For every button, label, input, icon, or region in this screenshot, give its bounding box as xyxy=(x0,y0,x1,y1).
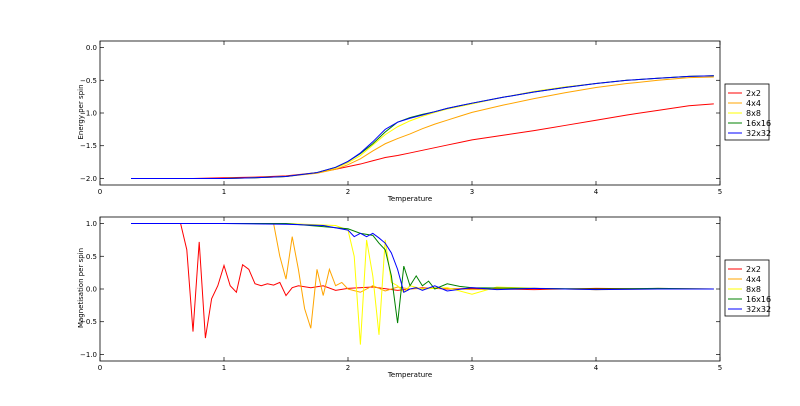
energy-x-tick-label: 0 xyxy=(98,188,102,196)
energy-x-tick-label: 1 xyxy=(222,188,226,196)
magnetisation-x-tick-label: 1 xyxy=(222,364,226,372)
magnetisation-series-16x16 xyxy=(131,223,714,324)
magnetisation-y-axis-label: Magnetisation per spin xyxy=(77,248,85,328)
magnetisation-x-tick-label: 2 xyxy=(346,364,350,372)
energy-y-tick-label: −2.0 xyxy=(80,175,97,183)
magnetisation-x-tick-label: 4 xyxy=(594,364,599,372)
magnetisation-legend-label-32x32: 32x32 xyxy=(746,305,771,314)
magnetisation-x-tick-label: 3 xyxy=(470,364,474,372)
magnetisation-y-tick-label: −0.5 xyxy=(80,318,97,326)
magnetisation-x-tick-label: 0 xyxy=(98,364,102,372)
energy-legend-label-2x2: 2x2 xyxy=(746,89,761,98)
magnetisation-series-4x4 xyxy=(131,223,714,329)
energy-legend-label-16x16: 16x16 xyxy=(746,119,771,128)
magnetisation-legend-label-4x4: 4x4 xyxy=(746,275,761,284)
energy-series-32x32 xyxy=(131,75,714,179)
magnetisation-legend-label-8x8: 8x8 xyxy=(746,285,761,294)
energy-series-2x2 xyxy=(131,103,714,179)
energy-legend: 2x2 4x4 8x8 16x16 32x32 xyxy=(724,83,771,141)
magnetisation-x-axis-label: Temperature xyxy=(387,371,432,379)
energy-x-tick-label: 4 xyxy=(594,188,599,196)
magnetisation-y-tick-label: 1.0 xyxy=(86,220,97,228)
energy-x-axis-label: Temperature xyxy=(387,195,432,203)
energy-y-tick-label: −1.0 xyxy=(80,110,97,118)
magnetisation-legend-label-2x2: 2x2 xyxy=(746,265,761,274)
energy-x-tick-label: 2 xyxy=(346,188,350,196)
magnetisation-legend: 2x2 4x4 8x8 16x16 32x32 xyxy=(724,259,771,317)
energy-x-tick-label: 3 xyxy=(470,188,474,196)
magnetisation-y-tick-label: −1.0 xyxy=(80,351,97,359)
magnetisation-panel: Temperature Magnetisation per spin 2x2 4… xyxy=(77,216,771,379)
energy-y-tick-label: −1.5 xyxy=(80,142,97,150)
magnetisation-series-32x32 xyxy=(131,223,714,294)
magnetisation-legend-label-16x16: 16x16 xyxy=(746,295,771,304)
energy-legend-label-32x32: 32x32 xyxy=(746,129,771,138)
magnetisation-x-tick-label: 5 xyxy=(718,364,722,372)
energy-plot-area xyxy=(100,41,720,185)
energy-y-tick-label: −0.5 xyxy=(80,77,97,85)
energy-legend-label-4x4: 4x4 xyxy=(746,99,761,108)
energy-y-tick-label: 0.0 xyxy=(86,44,97,52)
magnetisation-y-tick-label: 0.0 xyxy=(86,286,97,294)
energy-y-axis-label: Energy per spin xyxy=(77,84,85,139)
energy-x-tick-label: 5 xyxy=(718,188,722,196)
energy-legend-label-8x8: 8x8 xyxy=(746,109,761,118)
magnetisation-y-tick-label: 0.5 xyxy=(86,253,97,261)
energy-panel: Temperature Energy per spin 2x2 4x4 8x8 … xyxy=(77,40,771,203)
